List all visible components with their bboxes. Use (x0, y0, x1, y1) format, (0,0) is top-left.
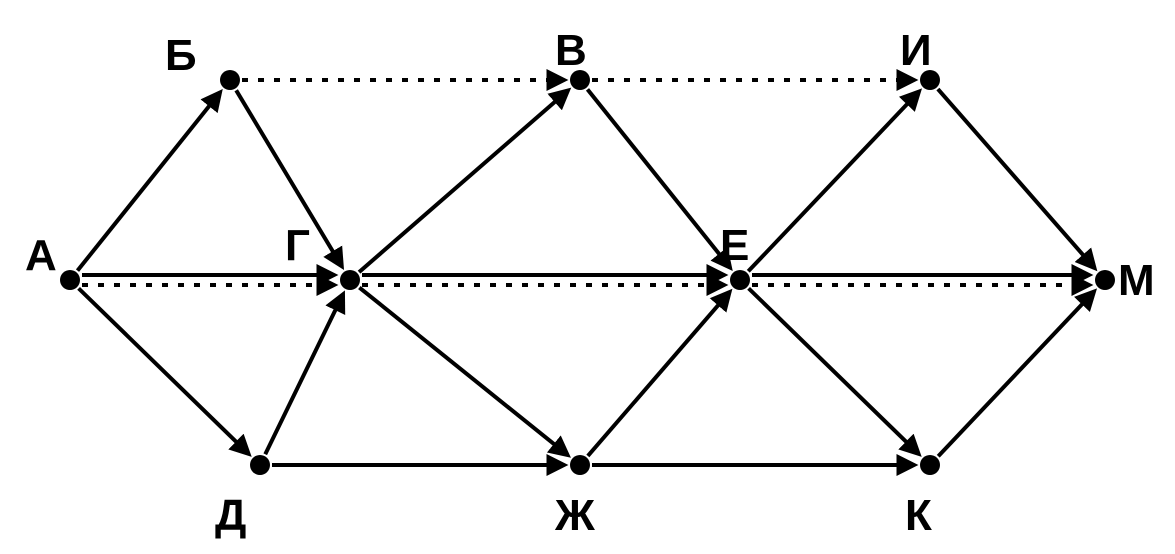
edge-K-M (938, 292, 1094, 457)
edge-E-I (748, 92, 919, 272)
edge-A-B (77, 92, 220, 270)
node-label-B: Б (165, 31, 197, 80)
edge-V-E (587, 89, 730, 267)
graph-diagram: А Б В И Г Е М Д Ж К (0, 0, 1175, 554)
edge-G-V (359, 90, 568, 272)
edge-G-J (359, 288, 567, 455)
node-label-V: В (555, 26, 587, 75)
node-label-I: И (900, 26, 932, 75)
node-label-E: Е (720, 221, 749, 270)
edge-A-D (79, 288, 249, 453)
node-M (1095, 270, 1115, 290)
node-A (60, 270, 80, 290)
edge-E-K (749, 288, 919, 453)
node-label-G: Г (285, 221, 310, 270)
node-K (920, 455, 940, 475)
node-E (730, 270, 750, 290)
edge-D-G (265, 294, 343, 454)
edge-I-M (938, 89, 1095, 268)
node-label-K: К (905, 491, 932, 540)
node-label-D: Д (215, 491, 246, 540)
node-label-A: А (25, 231, 57, 280)
node-J (570, 455, 590, 475)
edge-J-E (588, 292, 730, 456)
node-label-M: М (1118, 256, 1155, 305)
node-B (220, 70, 240, 90)
node-D (250, 455, 270, 475)
node-G (340, 270, 360, 290)
node-label-J: Ж (554, 491, 595, 540)
